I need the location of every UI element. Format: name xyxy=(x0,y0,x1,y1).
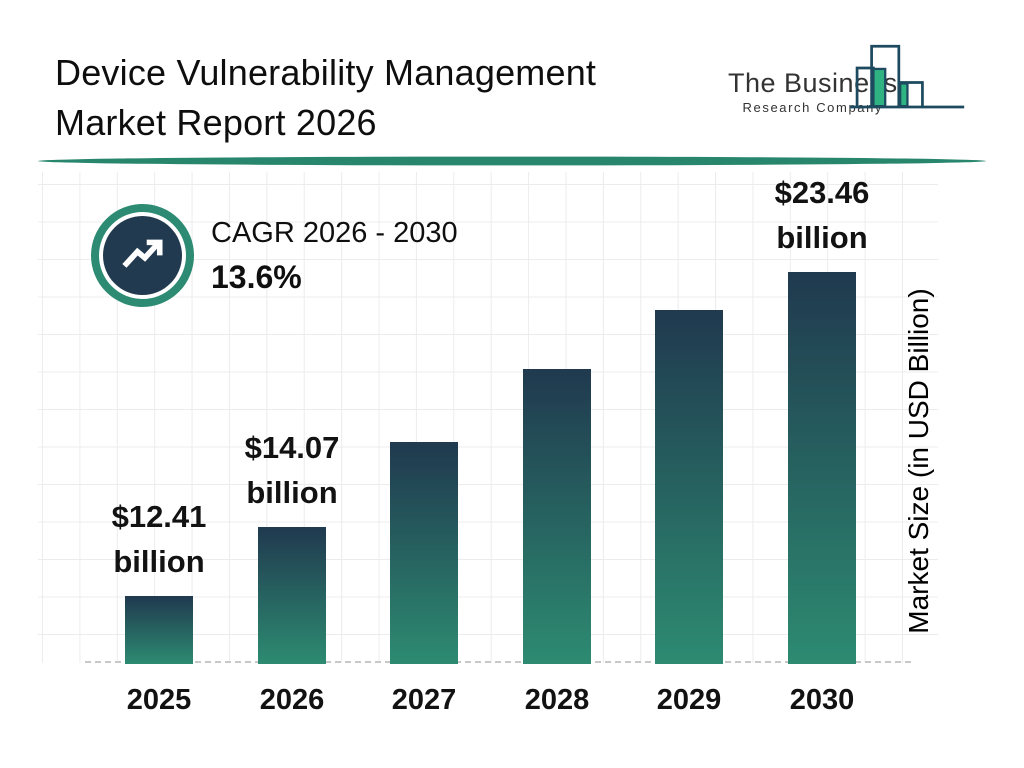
x-axis-baseline xyxy=(85,661,911,663)
bar-column-2030: $23.46 billion 2030 xyxy=(775,175,870,716)
cagr-value: 13.6% xyxy=(211,259,302,295)
bar-2026 xyxy=(258,527,326,664)
value-label-2026: $14.07 billion xyxy=(244,430,340,510)
cagr-badge xyxy=(91,204,194,307)
logo-subtitle: Research Company xyxy=(742,100,884,115)
bar-column-2027: 2027 xyxy=(390,442,458,716)
page-title: Device Vulnerability Management Market R… xyxy=(55,52,597,143)
value-label-2025: $12.41 billion xyxy=(111,499,207,579)
logo-bar-chart-icon xyxy=(848,38,966,123)
cagr-period-label: CAGR 2026 - 2030 xyxy=(211,217,458,249)
value-label-2030: $23.46 billion xyxy=(774,175,870,255)
y-axis-title: Market Size (in USD Billion) xyxy=(903,288,934,634)
divider xyxy=(35,152,989,170)
x-axis-label-2030: 2030 xyxy=(789,684,855,716)
x-axis-label-2028: 2028 xyxy=(524,684,590,716)
company-logo: The Business Research Company xyxy=(720,38,980,128)
bar-2030 xyxy=(788,272,856,664)
bar-column-2025: $12.41 billion 2025 xyxy=(112,499,207,716)
company-logo-text: The Business Research Company xyxy=(728,68,898,115)
bar-2027 xyxy=(390,442,458,664)
bar-column-2026: $14.07 billion 2026 xyxy=(245,430,340,716)
x-axis-label-2025: 2025 xyxy=(126,684,192,716)
trending-up-icon xyxy=(103,216,182,295)
x-axis-label-2027: 2027 xyxy=(391,684,457,716)
bar-column-2029: 2029 xyxy=(655,310,723,716)
x-axis-label-2026: 2026 xyxy=(259,684,325,716)
x-axis-label-2029: 2029 xyxy=(656,684,722,716)
bar-2028 xyxy=(523,369,591,664)
bar-2025 xyxy=(125,596,193,664)
bar-2029 xyxy=(655,310,723,664)
bar-column-2028: 2028 xyxy=(523,369,591,716)
logo-name: The Business xyxy=(728,68,898,98)
